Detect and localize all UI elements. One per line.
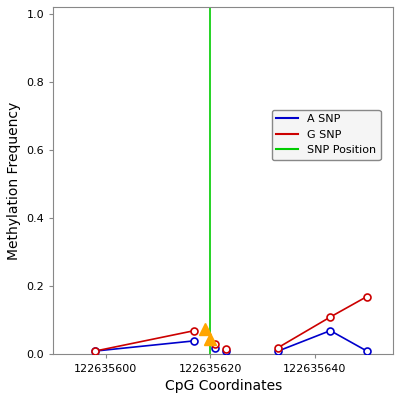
Y-axis label: Methylation Frequency: Methylation Frequency — [7, 102, 21, 260]
X-axis label: CpG Coordinates: CpG Coordinates — [164, 379, 282, 393]
Legend: A SNP, G SNP, SNP Position: A SNP, G SNP, SNP Position — [272, 110, 381, 160]
